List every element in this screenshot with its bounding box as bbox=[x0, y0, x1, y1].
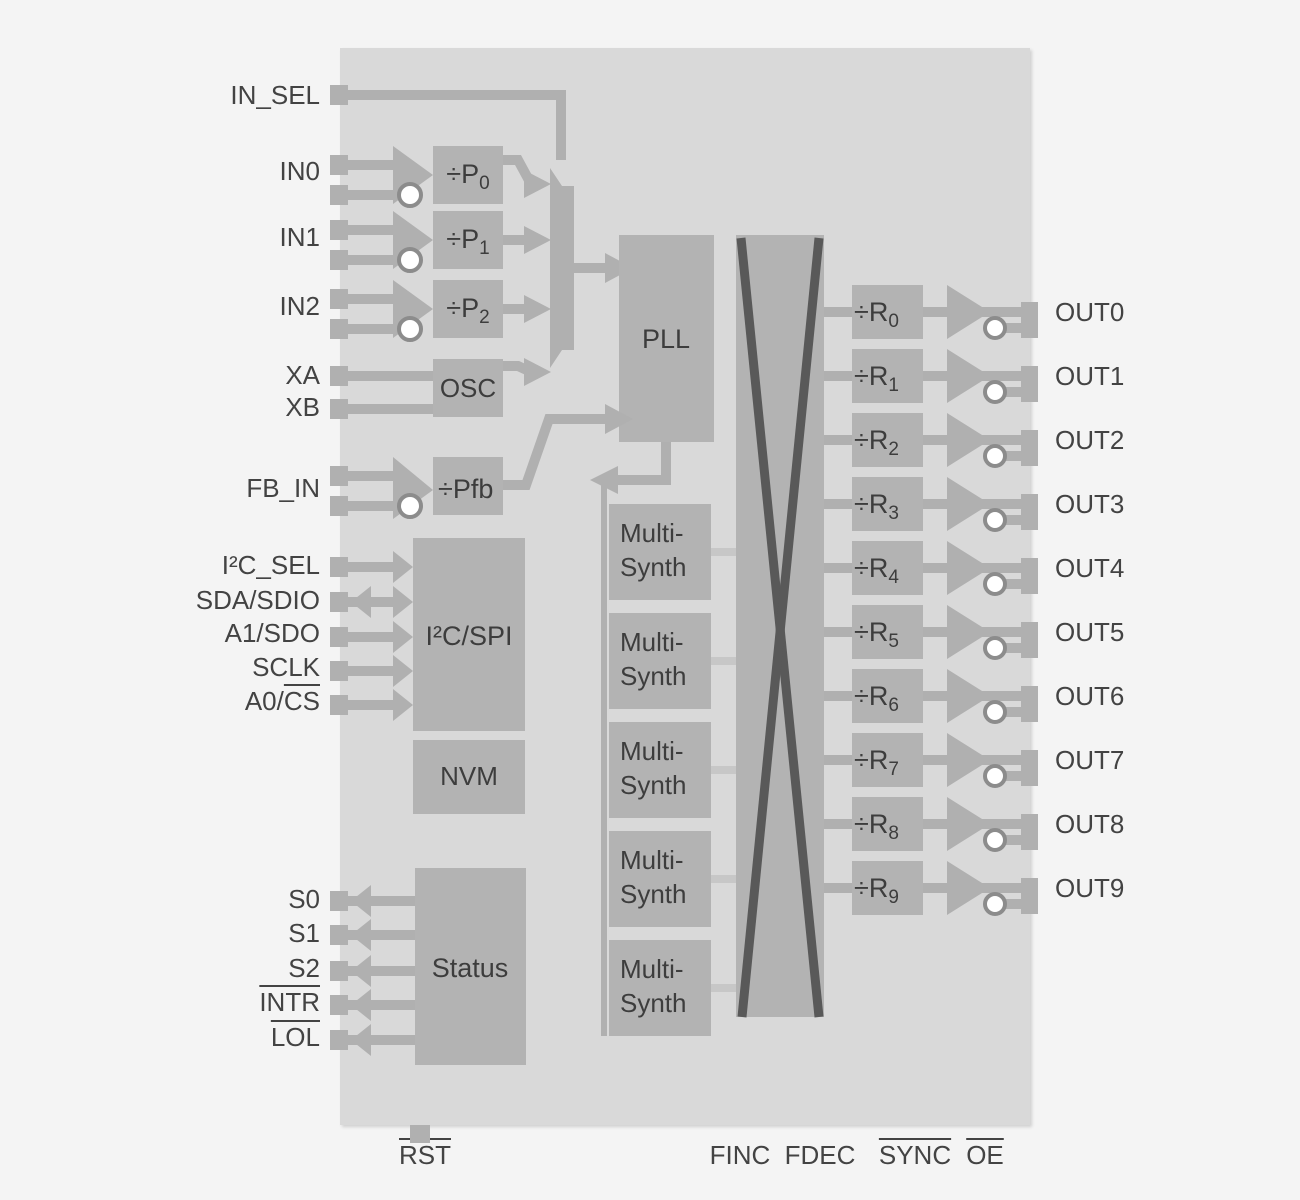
svg-text:Synth: Synth bbox=[620, 661, 687, 691]
svg-text:Synth: Synth bbox=[620, 552, 687, 582]
svg-text:NVM: NVM bbox=[440, 761, 498, 791]
svg-text:OSC: OSC bbox=[440, 373, 496, 403]
svg-text:Multi-: Multi- bbox=[620, 954, 684, 984]
svg-text:Synth: Synth bbox=[620, 879, 687, 909]
svg-text:Status: Status bbox=[432, 953, 509, 983]
svg-text:Multi-: Multi- bbox=[620, 518, 684, 548]
svg-text:PLL: PLL bbox=[642, 324, 690, 354]
svg-text:Synth: Synth bbox=[620, 988, 687, 1018]
svg-text:I²C/SPI: I²C/SPI bbox=[425, 621, 512, 651]
svg-text:÷Pfb: ÷Pfb bbox=[438, 474, 493, 504]
svg-text:Multi-: Multi- bbox=[620, 627, 684, 657]
svg-text:Synth: Synth bbox=[620, 770, 687, 800]
svg-text:Multi-: Multi- bbox=[620, 736, 684, 766]
svg-text:Multi-: Multi- bbox=[620, 845, 684, 875]
